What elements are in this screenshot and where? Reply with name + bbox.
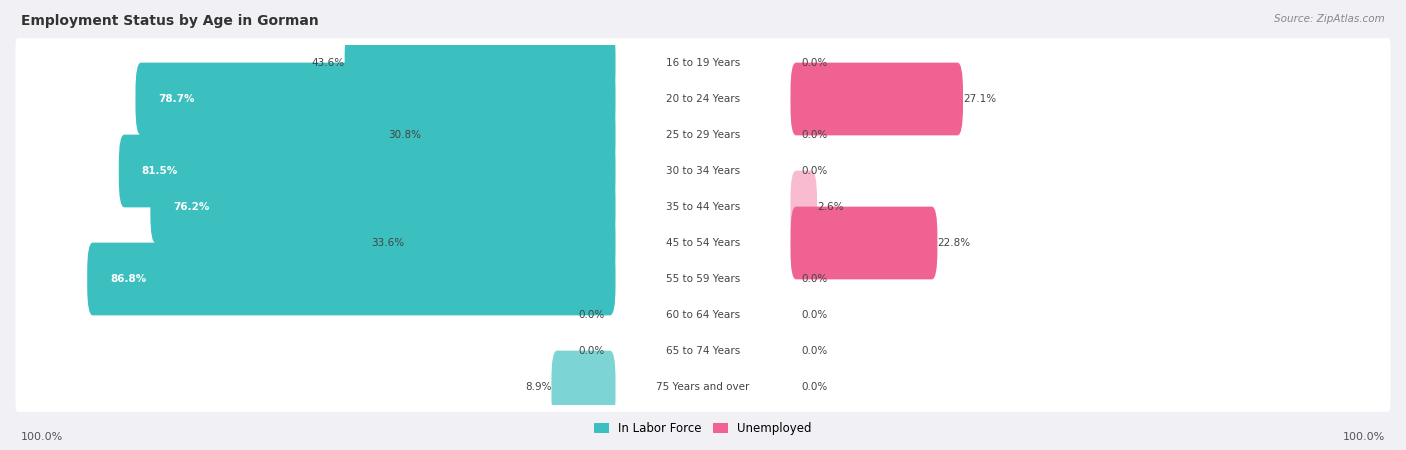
FancyBboxPatch shape xyxy=(150,171,616,243)
Text: 78.7%: 78.7% xyxy=(159,94,194,104)
Text: 0.0%: 0.0% xyxy=(578,346,605,356)
Text: 86.8%: 86.8% xyxy=(110,274,146,284)
FancyBboxPatch shape xyxy=(790,63,963,135)
FancyBboxPatch shape xyxy=(15,146,1391,196)
FancyBboxPatch shape xyxy=(15,182,1391,232)
FancyBboxPatch shape xyxy=(420,99,616,171)
Text: 75 Years and over: 75 Years and over xyxy=(657,382,749,392)
FancyBboxPatch shape xyxy=(15,362,1391,412)
Text: 100.0%: 100.0% xyxy=(1343,432,1385,442)
Text: 30.8%: 30.8% xyxy=(388,130,420,140)
Text: Employment Status by Age in Gorman: Employment Status by Age in Gorman xyxy=(21,14,319,27)
Text: 0.0%: 0.0% xyxy=(801,58,828,68)
FancyBboxPatch shape xyxy=(135,63,616,135)
FancyBboxPatch shape xyxy=(15,326,1391,376)
Text: 35 to 44 Years: 35 to 44 Years xyxy=(666,202,740,212)
Text: 0.0%: 0.0% xyxy=(801,274,828,284)
Text: 22.8%: 22.8% xyxy=(938,238,970,248)
Text: 0.0%: 0.0% xyxy=(801,310,828,320)
FancyBboxPatch shape xyxy=(790,171,817,243)
Text: 45 to 54 Years: 45 to 54 Years xyxy=(666,238,740,248)
FancyBboxPatch shape xyxy=(551,351,616,423)
FancyBboxPatch shape xyxy=(15,110,1391,160)
Text: 0.0%: 0.0% xyxy=(801,130,828,140)
Text: 100.0%: 100.0% xyxy=(21,432,63,442)
Text: 0.0%: 0.0% xyxy=(801,166,828,176)
Text: 30 to 34 Years: 30 to 34 Years xyxy=(666,166,740,176)
Text: 16 to 19 Years: 16 to 19 Years xyxy=(666,58,740,68)
Legend: In Labor Force, Unemployed: In Labor Force, Unemployed xyxy=(589,417,817,440)
Text: 81.5%: 81.5% xyxy=(142,166,177,176)
Text: 0.0%: 0.0% xyxy=(801,346,828,356)
FancyBboxPatch shape xyxy=(15,254,1391,304)
Text: 8.9%: 8.9% xyxy=(524,382,551,392)
Text: 60 to 64 Years: 60 to 64 Years xyxy=(666,310,740,320)
FancyBboxPatch shape xyxy=(87,243,616,315)
FancyBboxPatch shape xyxy=(118,135,616,207)
Text: 65 to 74 Years: 65 to 74 Years xyxy=(666,346,740,356)
Text: 20 to 24 Years: 20 to 24 Years xyxy=(666,94,740,104)
Text: 0.0%: 0.0% xyxy=(801,382,828,392)
FancyBboxPatch shape xyxy=(15,290,1391,340)
Text: 33.6%: 33.6% xyxy=(371,238,405,248)
Text: 0.0%: 0.0% xyxy=(578,310,605,320)
Text: 2.6%: 2.6% xyxy=(817,202,844,212)
Text: 76.2%: 76.2% xyxy=(173,202,209,212)
Text: 55 to 59 Years: 55 to 59 Years xyxy=(666,274,740,284)
Text: 43.6%: 43.6% xyxy=(312,58,344,68)
Text: Source: ZipAtlas.com: Source: ZipAtlas.com xyxy=(1274,14,1385,23)
FancyBboxPatch shape xyxy=(405,207,616,279)
FancyBboxPatch shape xyxy=(790,207,938,279)
FancyBboxPatch shape xyxy=(15,38,1391,88)
Text: 25 to 29 Years: 25 to 29 Years xyxy=(666,130,740,140)
FancyBboxPatch shape xyxy=(15,218,1391,268)
Text: 27.1%: 27.1% xyxy=(963,94,995,104)
FancyBboxPatch shape xyxy=(344,27,616,99)
FancyBboxPatch shape xyxy=(15,74,1391,124)
